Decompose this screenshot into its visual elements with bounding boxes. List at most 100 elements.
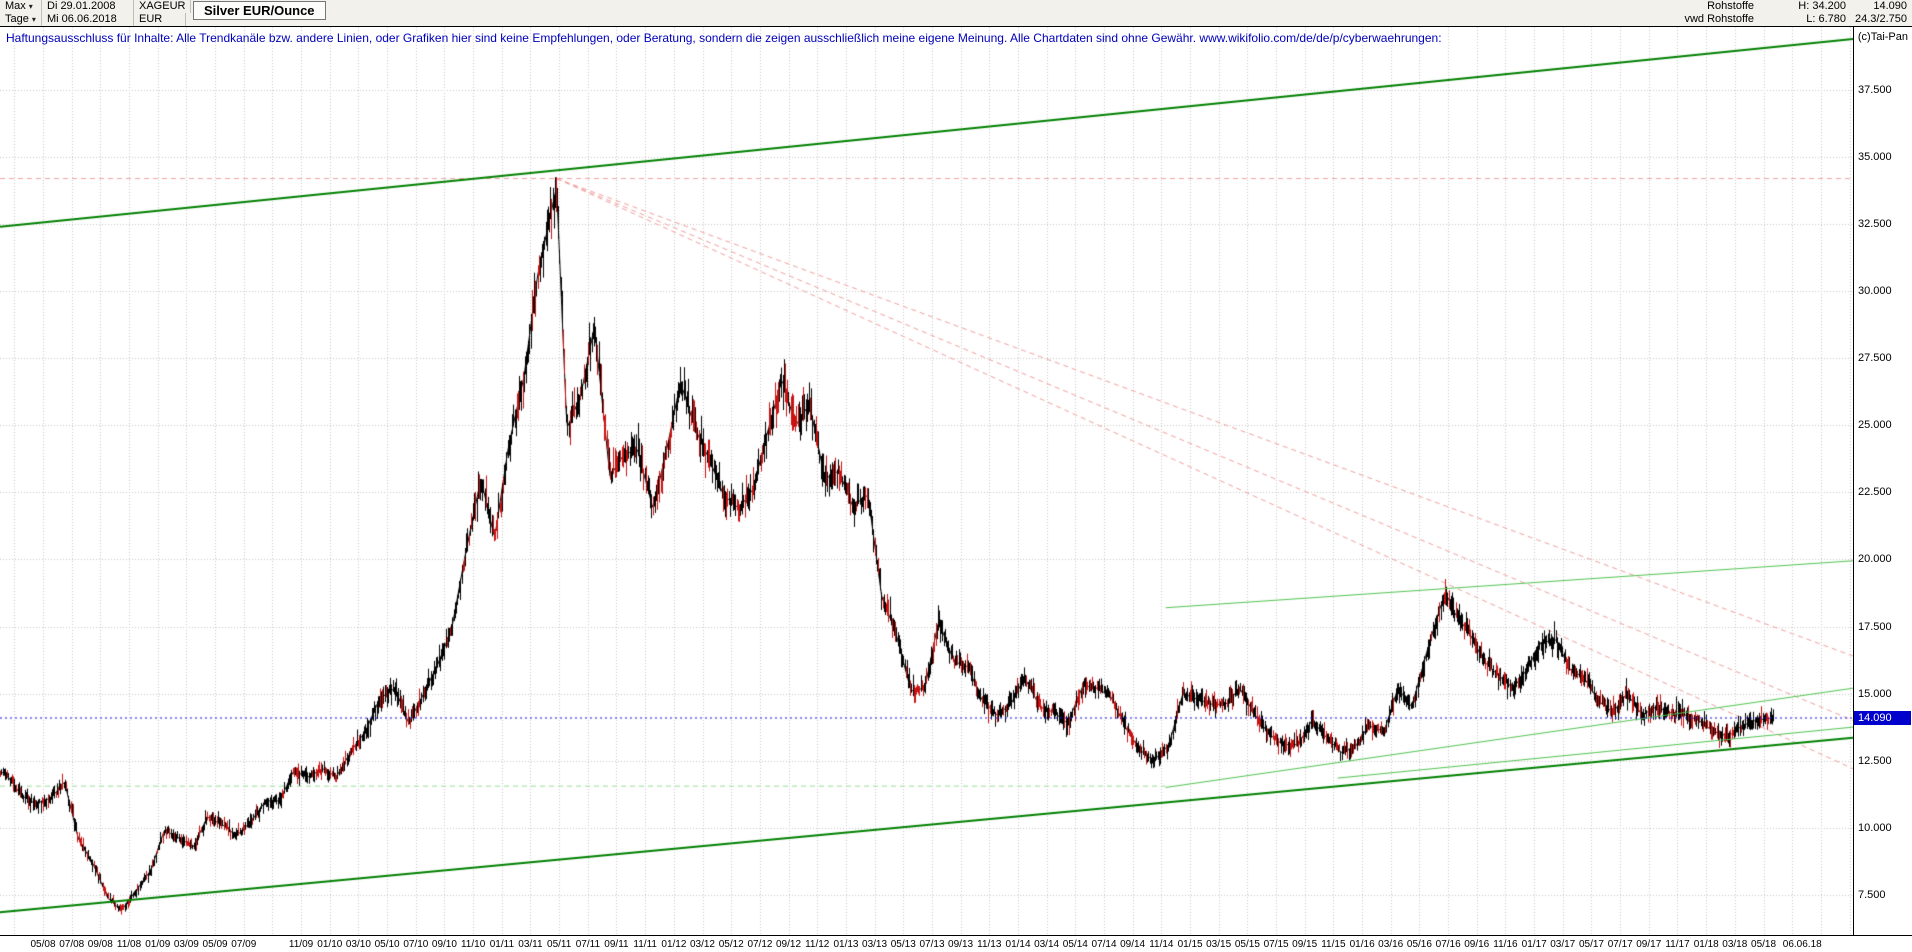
x-tick-label: 09/14 [1120, 939, 1146, 950]
x-tick-label: 01/17 [1521, 939, 1547, 950]
x-tick-label: 09/11 [604, 939, 629, 950]
x-tick-label: 05/10 [374, 939, 400, 950]
price-chart-canvas[interactable] [0, 27, 1853, 935]
quote-row-1: Rohstoffe H: 34.200 14.090 [1634, 0, 1912, 13]
end-date-field[interactable]: Mi 06.06.2018 [42, 13, 134, 26]
currency-label: EUR [134, 13, 186, 26]
x-tick-label: 09/12 [775, 939, 802, 950]
x-tick-label: 03/10 [345, 939, 371, 950]
x-tick-label: 01/12 [661, 939, 687, 950]
x-tick-label: 09/17 [1636, 939, 1662, 950]
y-tick-label: 27.500 [1858, 352, 1892, 365]
y-tick-label: 32.500 [1858, 218, 1892, 231]
y-tick-label: 35.000 [1858, 151, 1892, 164]
x-tick-label: 03/18 [1722, 939, 1748, 950]
y-tick-label: 12.500 [1858, 754, 1892, 767]
x-tick-label: 11/11 [633, 939, 657, 950]
x-tick-label: 03/15 [1206, 939, 1232, 950]
x-tick-label: 03/17 [1550, 939, 1576, 950]
range-dropdown-label: Max [5, 0, 26, 12]
x-tick-label: 03/13 [862, 939, 888, 950]
period-dropdown-label: Tage [5, 13, 29, 25]
x-tick-label: 11/13 [977, 939, 1002, 950]
feed-label: Rohstoffe [1707, 0, 1754, 12]
x-tick-label: 09/16 [1464, 939, 1490, 950]
x-tick-label: 05/17 [1578, 939, 1604, 950]
x-tick-label: 11/16 [1493, 939, 1518, 950]
x-tick-label: 05/18 [1751, 939, 1777, 950]
x-tick-label: 11/09 [288, 939, 314, 950]
last-price-badge: 14.090 [1854, 710, 1911, 725]
copyright-label: (c)Tai-Pan [1857, 31, 1908, 43]
high-value: H: 34.200 [1798, 0, 1846, 12]
y-tick-label: 15.000 [1858, 687, 1892, 700]
x-tick-label: 01/14 [1005, 939, 1031, 950]
y-tick-label: 20.000 [1858, 553, 1892, 566]
feed-label-2: vwd Rohstoffe [1684, 13, 1754, 25]
x-tick-label: 07/12 [747, 939, 773, 950]
x-tick-label: 03/12 [689, 939, 715, 950]
x-tick-label: 03/16 [1378, 939, 1404, 950]
x-tick-label: 11/10 [460, 939, 486, 950]
x-tick-label: 06.06.18 [1782, 939, 1822, 950]
x-tick-label: 01/18 [1693, 939, 1719, 950]
x-tick-label: 07/09 [231, 939, 257, 950]
x-tick-label: 03/14 [1034, 939, 1060, 950]
x-tick-label: 01/15 [1177, 939, 1203, 950]
chevron-down-icon: ▾ [28, 2, 33, 11]
x-tick-label: 09/08 [87, 939, 113, 950]
quote-row-2: vwd Rohstoffe L: 6.780 24.3/2.750 [1634, 13, 1912, 26]
x-tick-label: 07/17 [1607, 939, 1633, 950]
y-tick-label: 7.500 [1858, 888, 1886, 901]
last-value: 14.090 [1873, 0, 1907, 12]
y-tick-label: 30.000 [1858, 285, 1892, 298]
header-left: Max ▾ Di 29.01.2008 XAGEUR Tage ▾ Mi 06.… [0, 0, 192, 26]
x-tick-label: 07/11 [575, 939, 601, 950]
x-tick-label: 09/13 [948, 939, 974, 950]
low-value: L: 6.780 [1806, 13, 1846, 25]
chevron-down-icon: ▾ [31, 15, 36, 24]
x-tick-label: 05/09 [202, 939, 228, 950]
extra-value: 24.3/2.750 [1855, 13, 1907, 25]
symbol-field[interactable]: XAGEUR [134, 0, 192, 13]
x-tick-label: 05/15 [1234, 939, 1260, 950]
x-tick-label: 03/09 [173, 939, 199, 950]
x-tick-label: 07/15 [1263, 939, 1289, 950]
x-tick-label: 03/11 [518, 939, 543, 950]
x-tick-label: 11/08 [116, 939, 142, 950]
x-tick-label: 05/11 [547, 939, 572, 950]
chart-title: Silver EUR/Ounce [193, 1, 326, 20]
x-tick-label: 11/12 [805, 939, 830, 950]
y-tick-label: 17.500 [1858, 620, 1892, 633]
x-tick-label: 01/11 [489, 939, 515, 950]
x-tick-label: 01/16 [1349, 939, 1375, 950]
chart-region: Haftungsausschluss für Inhalte: Alle Tre… [0, 27, 1912, 952]
x-tick-label: 11/15 [1321, 939, 1346, 950]
x-axis: 05/08 07/08 09/08 11/08 01/09 03/09 05/09 07/09… [0, 935, 1912, 952]
range-dropdown[interactable]: Max ▾ [0, 0, 42, 13]
x-tick-label: 05/13 [890, 939, 916, 950]
x-tick-label: 09/10 [431, 939, 457, 950]
y-tick-label: 37.500 [1858, 84, 1892, 97]
x-tick-label: 05/16 [1406, 939, 1432, 950]
x-tick-label: 07/16 [1435, 939, 1461, 950]
x-tick-label: 05/14 [1062, 939, 1088, 950]
y-axis: 37.500 35.000 32.500 30.000 27.500 25.000 22.5… [1853, 27, 1912, 935]
period-dropdown[interactable]: Tage ▾ [0, 13, 42, 26]
header-row-2: Tage ▾ Mi 06.06.2018 EUR [0, 13, 191, 26]
y-tick-label: 25.000 [1858, 419, 1892, 432]
x-tick-label: 01/10 [317, 939, 343, 950]
x-tick-label: 07/08 [59, 939, 85, 950]
x-tick-label: 11/14 [1149, 939, 1174, 950]
disclaimer-text: Haftungsausschluss für Inhalte: Alle Tre… [6, 31, 1442, 45]
x-tick-label: 07/14 [1091, 939, 1117, 950]
header-right: Rohstoffe H: 34.200 14.090 vwd Rohstoffe… [1634, 0, 1912, 26]
header-row-1: Max ▾ Di 29.01.2008 XAGEUR [0, 0, 192, 13]
y-tick-label: 10.000 [1858, 821, 1892, 834]
x-tick-label: 05/12 [718, 939, 744, 950]
start-date-field[interactable]: Di 29.01.2008 [42, 0, 134, 13]
x-tick-label: 01/13 [833, 939, 859, 950]
x-tick-label: 05/08 [30, 939, 56, 950]
x-tick-label: 09/15 [1292, 939, 1318, 950]
